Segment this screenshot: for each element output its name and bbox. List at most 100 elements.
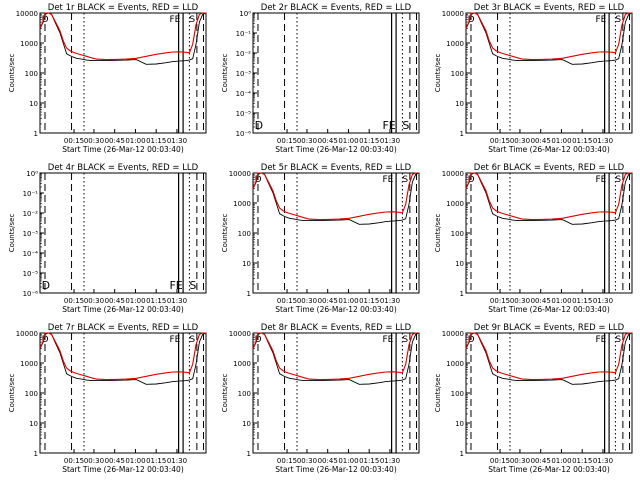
flag-marker-s: S (402, 119, 409, 132)
y-tick-label: 1000 (20, 360, 38, 368)
panel-title: Det 5r BLACK = Events, RED = LLD (261, 163, 412, 173)
y-tick-label: 10⁻⁴ (23, 250, 39, 258)
panel-title: Det 4r BLACK = Events, RED = LLD (48, 163, 199, 173)
y-tick-label: 100 (238, 390, 251, 398)
panel-title: Det 6r BLACK = Events, RED = LLD (474, 163, 625, 173)
x-axis-label: Start Time (26-Mar-12 00:03:40) (275, 465, 397, 474)
x-tick-label: 00:15 (490, 137, 510, 145)
lld-series-line (466, 173, 632, 220)
flag-marker-s: S (615, 175, 621, 185)
plot-frame (466, 173, 632, 293)
x-tick-label: 00:30 (297, 457, 317, 465)
flag-marker-d: D (42, 279, 50, 292)
y-tick-label: 10⁻⁶ (23, 290, 39, 298)
x-axis-label: Start Time (26-Mar-12 00:03:40) (275, 145, 397, 154)
panel-title: Det 8r BLACK = Events, RED = LLD (261, 323, 412, 333)
flag-marker-fe: FE (169, 15, 180, 25)
y-tick-label: 10⁻³ (236, 70, 252, 78)
x-tick-label: 01:15 (359, 137, 379, 145)
flag-marker-s: S (615, 15, 621, 25)
flag-marker-fe: FE (382, 335, 393, 345)
y-tick-label: 1000 (446, 200, 464, 208)
y-tick-label: 1 (460, 130, 464, 138)
y-tick-label: 10 (455, 100, 464, 108)
y-tick-label: 10000 (229, 170, 251, 178)
x-tick-label: 01:00 (338, 137, 358, 145)
y-tick-label: 100 (451, 70, 464, 78)
flag-marker-fe: FE (595, 15, 606, 25)
y-tick-label: 100 (451, 390, 464, 398)
x-axis-label: Start Time (26-Mar-12 00:03:40) (62, 465, 184, 474)
x-axis-label: Start Time (26-Mar-12 00:03:40) (62, 145, 184, 154)
y-tick-label: 10 (29, 100, 38, 108)
y-tick-label: 10⁻² (23, 210, 39, 218)
x-tick-label: 01:15 (146, 297, 166, 305)
x-axis-label: Start Time (26-Mar-12 00:03:40) (488, 305, 610, 314)
x-tick-label: 01:15 (572, 137, 592, 145)
y-tick-label: 10⁻³ (23, 230, 39, 238)
x-tick-label: 00:45 (531, 457, 551, 465)
x-tick-label: 01:30 (167, 457, 187, 465)
plot-frame (466, 13, 632, 133)
x-tick-label: 00:45 (318, 457, 338, 465)
y-tick-label: 1 (34, 450, 38, 458)
chart-panel-det-5r: Det 5r BLACK = Events, RED = LLD 1 10 100 10… (221, 163, 419, 314)
x-tick-label: 01:00 (551, 137, 571, 145)
y-tick-label: 10000 (442, 170, 464, 178)
x-tick-label: 01:00 (125, 137, 145, 145)
y-tick-label: 10 (242, 260, 251, 268)
x-tick-label: 00:30 (297, 297, 317, 305)
lld-series-line (40, 333, 206, 380)
y-tick-label: 10000 (442, 330, 464, 338)
y-tick-label: 1 (460, 450, 464, 458)
y-tick-label: 10⁰ (239, 10, 251, 18)
y-tick-label: 1000 (233, 360, 251, 368)
lld-series-line (253, 333, 419, 380)
y-tick-label: 1 (247, 290, 251, 298)
y-axis-label: Counts/sec (8, 54, 16, 93)
x-tick-label: 01:00 (125, 457, 145, 465)
x-tick-label: 01:15 (146, 137, 166, 145)
panel-title: Det 7r BLACK = Events, RED = LLD (48, 323, 199, 333)
y-tick-label: 100 (25, 70, 38, 78)
y-axis-label: Counts/sec (8, 374, 16, 413)
x-tick-label: 01:30 (380, 137, 400, 145)
flag-marker-d: D (255, 119, 263, 132)
panel-title: Det 3r BLACK = Events, RED = LLD (474, 3, 625, 13)
chart-panel-det-1r: Det 1r BLACK = Events, RED = LLD11010010… (8, 3, 206, 154)
x-tick-label: 01:00 (551, 457, 571, 465)
x-tick-label: 01:00 (338, 457, 358, 465)
y-tick-label: 1000 (446, 40, 464, 48)
x-tick-label: 00:45 (105, 137, 125, 145)
x-axis-label: Start Time (26-Mar-12 00:03:40) (62, 305, 184, 314)
chart-panel-det-3r: Det 3r BLACK = Events, RED = LLD 1 10 100 10… (434, 3, 632, 154)
y-tick-label: 1 (460, 290, 464, 298)
x-tick-label: 00:15 (277, 137, 297, 145)
x-tick-label: 01:30 (593, 137, 613, 145)
y-axis-label: Counts/sec (434, 54, 442, 93)
x-tick-label: 00:15 (64, 297, 84, 305)
y-axis-label: Counts/sec (221, 54, 229, 93)
x-tick-label: 00:30 (84, 137, 104, 145)
plot-frame (40, 13, 206, 133)
chart-panel-det-8r: Det 8r BLACK = Events, RED = LLD 1 10 100 10… (221, 323, 419, 474)
y-tick-label: 10⁻² (236, 50, 252, 58)
y-tick-label: 10 (29, 420, 38, 428)
y-tick-label: 10000 (442, 10, 464, 18)
y-tick-label: 100 (238, 230, 251, 238)
x-tick-label: 01:15 (572, 297, 592, 305)
x-tick-label: 01:00 (551, 297, 571, 305)
y-tick-label: 10 (242, 420, 251, 428)
flag-marker-s: S (402, 335, 408, 345)
flag-marker-s: S (189, 335, 195, 345)
chart-panel-det-2r: Det 2r BLACK = Events, RED = LLD10⁻⁶10⁻⁵… (221, 3, 419, 154)
x-tick-label: 01:15 (146, 457, 166, 465)
panel-title: Det 1r BLACK = Events, RED = LLD (48, 3, 199, 13)
lld-series-line (466, 13, 632, 60)
y-tick-label: 1 (247, 450, 251, 458)
events-series-line (253, 173, 419, 224)
y-tick-label: 10000 (229, 330, 251, 338)
events-series-line (253, 333, 419, 384)
x-tick-label: 00:15 (490, 297, 510, 305)
